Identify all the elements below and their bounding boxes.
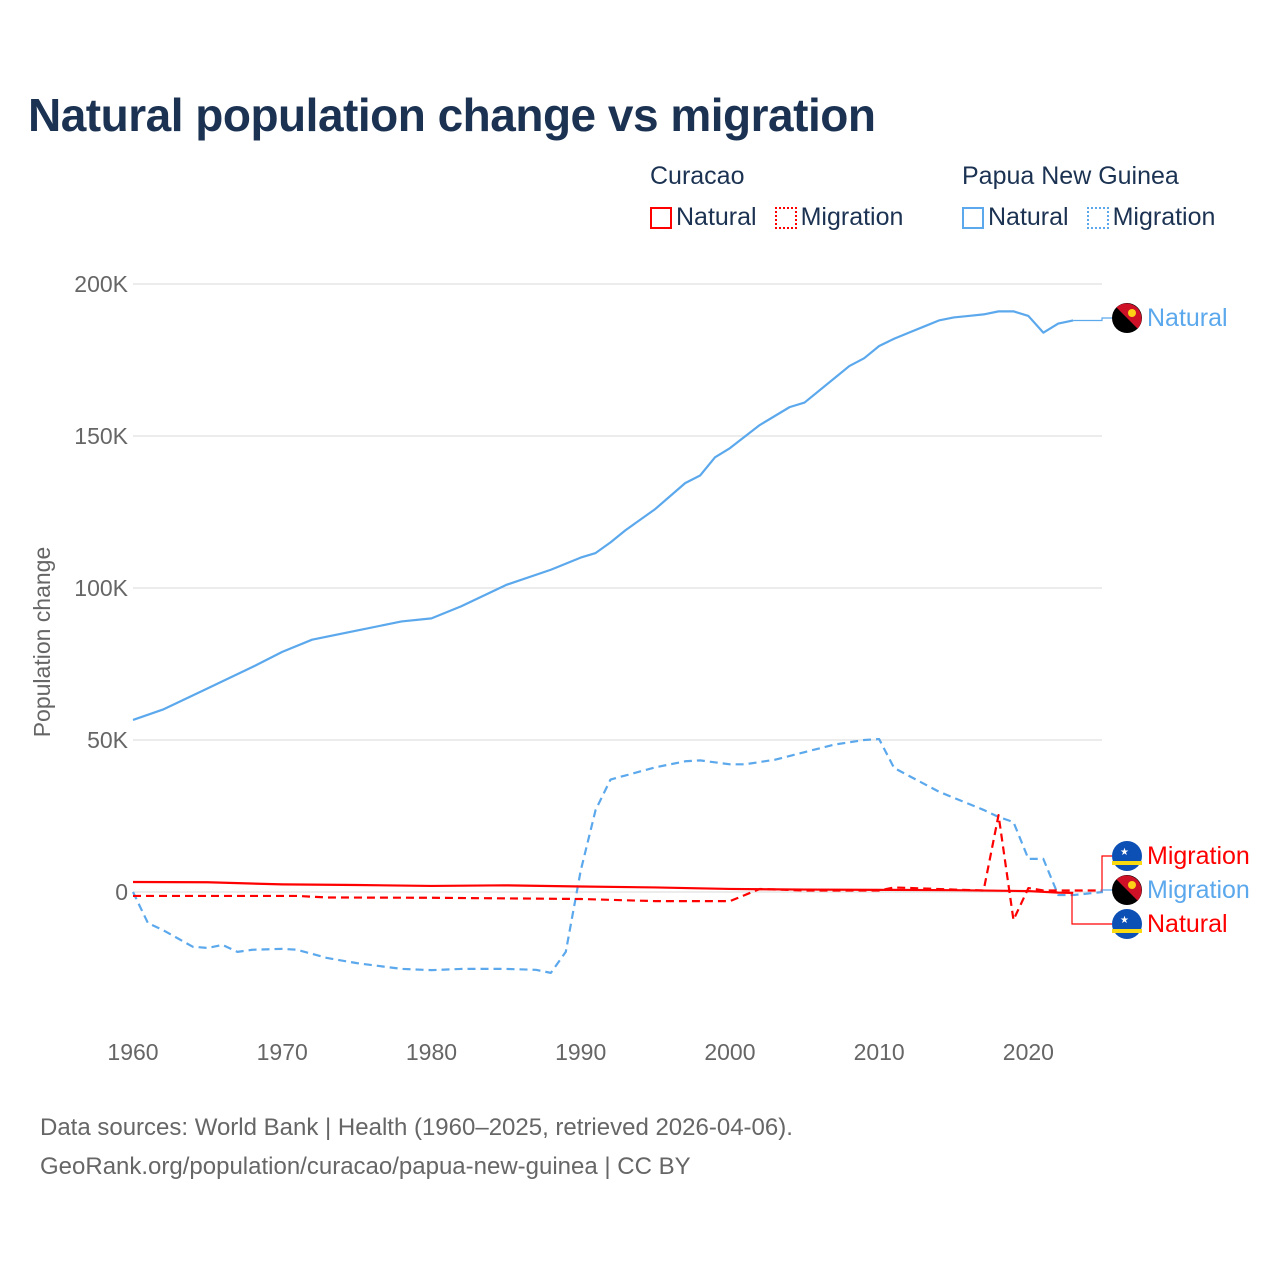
flag-stripe: [1112, 929, 1142, 933]
series-end-label: Migration: [1147, 842, 1250, 870]
x-tick-label: 1980: [406, 1039, 457, 1065]
x-tick-label: 2020: [1003, 1039, 1054, 1065]
footer-link[interactable]: GeoRank.org/population/curacao/papua-new…: [40, 1153, 691, 1180]
legend-label: Migration: [800, 203, 904, 231]
legend-item-png-natural[interactable]: Natural: [962, 203, 1069, 232]
legend-label: Natural: [988, 203, 1069, 231]
series-line: [132, 880, 1074, 895]
legend-group-png: Papua New Guinea Natural Migration: [962, 162, 1215, 232]
x-tick-label: 1970: [257, 1039, 308, 1065]
legend-label: Natural: [676, 203, 757, 231]
label-connector: [1073, 317, 1112, 322]
legend-swatch: [650, 206, 672, 229]
legend-label: Migration: [1112, 203, 1216, 231]
y-tick-label: 150K: [74, 423, 128, 449]
flag-star: ★: [1120, 915, 1129, 926]
legend-swatch: [774, 206, 797, 229]
y-tick-label: 200K: [74, 271, 128, 297]
flag-stripe: [1112, 861, 1142, 865]
label-connector: [1071, 892, 1112, 925]
series-end-label: Natural: [1147, 304, 1228, 332]
legend-item-curacao-migration[interactable]: Migration: [774, 203, 904, 232]
legend-group-title: Papua New Guinea: [962, 162, 1179, 190]
flag-bird: [1128, 309, 1136, 317]
label-connector: [1101, 889, 1112, 893]
series-line: [132, 737, 1104, 974]
legend-group-title: Curacao: [650, 162, 745, 190]
series-end-label: Migration: [1147, 876, 1250, 904]
legend-group-curacao: Curacao Natural Migration: [650, 162, 903, 232]
legend-swatch: [962, 206, 984, 229]
chart-title: Natural population change vs migration: [28, 89, 876, 141]
footer-sources: Data sources: World Bank | Health (1960–…: [40, 1114, 793, 1141]
footer: Data sources: World Bank | Health (1960–…: [40, 1108, 793, 1186]
series-end-label: Natural: [1147, 910, 1228, 938]
series-line: [133, 813, 1103, 922]
flag-red-half: [1116, 875, 1142, 901]
x-tick-label: 2000: [704, 1039, 755, 1065]
flag-red-half: [1116, 303, 1142, 329]
y-axis-label: Population change: [29, 547, 55, 738]
flag-bird: [1128, 881, 1136, 889]
x-tick-label: 1960: [107, 1039, 158, 1065]
flag-star: ★: [1120, 847, 1129, 858]
legend-item-png-migration[interactable]: Migration: [1086, 203, 1216, 232]
x-tick-label: 1990: [555, 1039, 606, 1065]
series-line: [132, 310, 1074, 721]
x-tick-label: 2010: [854, 1039, 905, 1065]
y-tick-label: 0: [115, 879, 128, 905]
y-tick-label: 100K: [74, 575, 128, 601]
legend-swatch: [1086, 206, 1109, 229]
y-tick-label: 50K: [87, 727, 129, 753]
legend-item-curacao-natural[interactable]: Natural: [650, 203, 757, 232]
label-connector: [1101, 855, 1112, 892]
